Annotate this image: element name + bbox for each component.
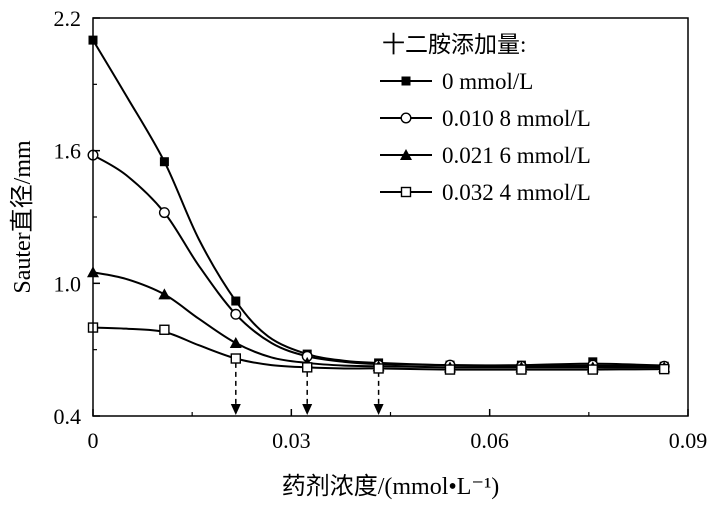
marker-open-square <box>373 363 384 374</box>
plot-frame <box>92 17 689 417</box>
marker-filled-triangle <box>229 337 242 349</box>
legend-label: 0.010 8 mmol/L <box>442 106 591 131</box>
marker-filled-triangle <box>400 149 412 160</box>
y-tick-label: 1.0 <box>54 271 82 296</box>
marker-open-square <box>230 353 242 364</box>
x-axis-title: 药剂浓度/(mmol•L⁻¹) <box>282 473 500 500</box>
y-tick-label: 1.6 <box>54 139 82 164</box>
y-tick-label: 2.2 <box>54 6 82 31</box>
y-axis-title: Sauter直径/mm <box>9 140 36 294</box>
marker-open-circle <box>400 112 412 124</box>
series-line <box>92 271 665 369</box>
marker-filled-square <box>231 296 241 306</box>
dashed-arrow-head <box>230 404 241 415</box>
legend-label: 0.021 6 mmol/L <box>442 143 591 168</box>
marker-open-square <box>587 364 598 375</box>
marker-open-circle <box>158 207 170 219</box>
marker-filled-square <box>159 157 169 167</box>
marker-open-square <box>659 363 670 375</box>
x-tick-label: 0 <box>88 428 99 453</box>
marker-open-square <box>444 364 456 375</box>
legend: 十二胺添加量: 0 mmol/L 0.010 8 mmol/L 0.021 6 mmo… <box>380 32 591 205</box>
series-2 <box>87 266 671 373</box>
marker-open-square <box>400 186 412 198</box>
marker-filled-square <box>401 76 411 86</box>
marker-open-circle <box>230 308 242 320</box>
legend-title: 十二胺添加量: <box>382 32 526 57</box>
marker-open-square <box>516 364 527 375</box>
legend-label: 0 mmol/L <box>442 69 533 94</box>
legend-label: 0.032 4 mmol/L <box>442 180 591 205</box>
x-tick-label: 0.06 <box>470 428 509 453</box>
x-tick-label: 0.09 <box>669 428 708 453</box>
y-tick-label: 0.4 <box>54 404 82 429</box>
marker-filled-triangle <box>158 288 171 300</box>
marker-open-square <box>159 324 170 335</box>
dashed-arrow-head <box>373 404 384 415</box>
dashed-arrow-head <box>302 404 313 415</box>
plot-area <box>87 35 671 415</box>
x-tick-label: 0.03 <box>272 428 311 453</box>
axes: 0 0.03 0.06 0.09 0.4 1.0 1.6 2.2 药剂浓度/(mmol•L⁻¹)… <box>9 6 707 500</box>
marker-open-square <box>302 362 313 373</box>
